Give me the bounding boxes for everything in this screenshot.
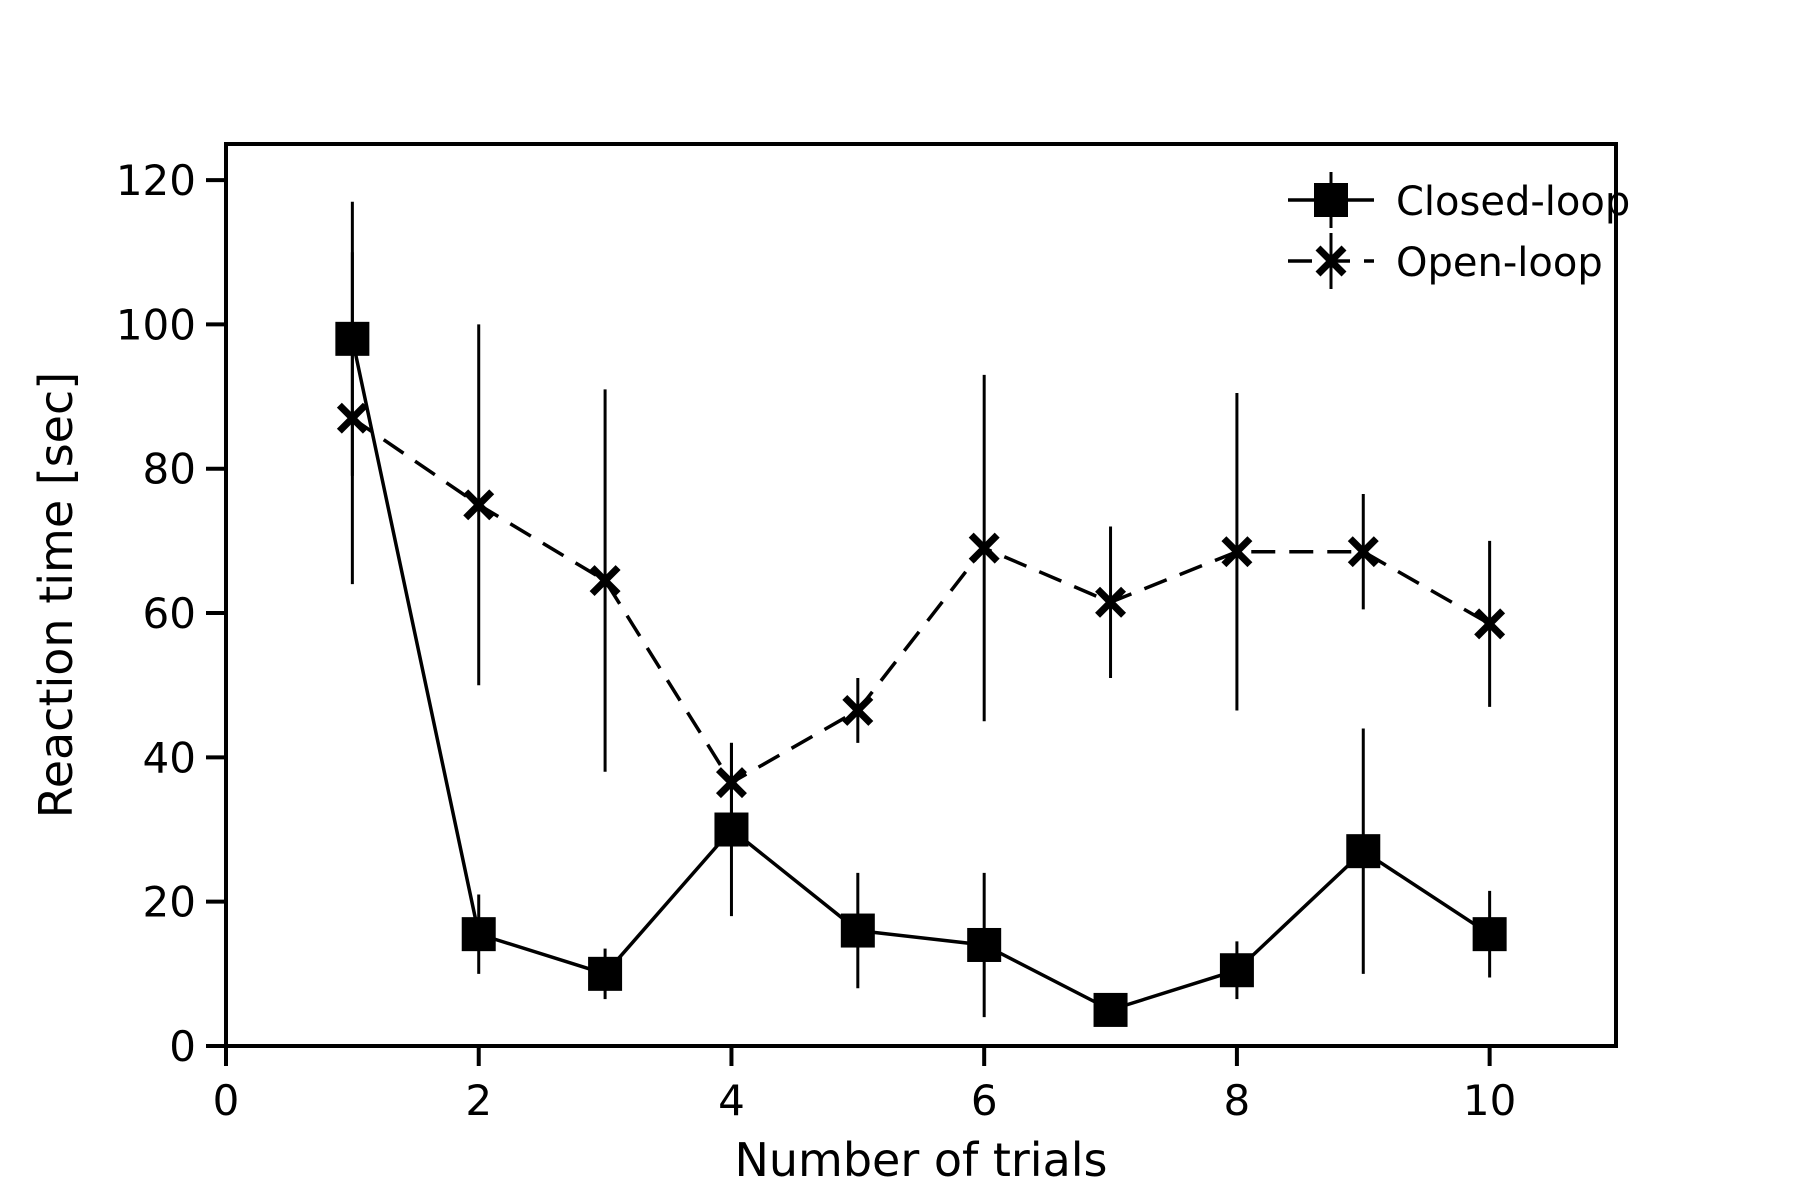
legend-label: Open-loop: [1396, 240, 1603, 286]
y-axis-tick-label: 40: [143, 733, 196, 782]
marker-square: [1346, 834, 1381, 869]
y-axis: 0 20 40 60 80 100 120: [116, 156, 226, 1071]
marker-x: [336, 402, 368, 434]
y-axis-tick-label: 60: [143, 589, 196, 638]
marker-x: [1474, 608, 1506, 640]
marker-x: [968, 532, 1000, 564]
x-axis-tick-label: 8: [1224, 1076, 1251, 1125]
x-axis-tick-label: 0: [213, 1076, 240, 1125]
legend-label: Closed-loop: [1396, 179, 1630, 225]
series-open-loop: [336, 252, 1506, 823]
y-axis-tick-label: 100: [116, 300, 196, 349]
marker-square: [588, 956, 623, 991]
x-axis-label: Number of trials: [734, 1133, 1107, 1187]
marker-square: [461, 917, 496, 952]
marker-x: [842, 694, 874, 726]
marker-square: [1219, 953, 1254, 988]
plot-area-border: [224, 142, 1618, 1048]
y-axis-tick-label: 80: [143, 445, 196, 494]
legend-item-closed-loop: Closed-loop: [1288, 172, 1630, 228]
marker-square: [1314, 183, 1348, 217]
marker-square: [1093, 992, 1128, 1027]
x-axis-tick-label: 2: [465, 1076, 492, 1125]
series-closed-loop: [335, 201, 1507, 1027]
series-line-open-loop: [351, 416, 1491, 785]
x-axis-tick-label: 6: [971, 1076, 998, 1125]
y-axis-tick-label: 120: [116, 156, 196, 205]
marker-x: [1315, 245, 1347, 277]
marker-x: [1095, 586, 1127, 618]
legend-item-open-loop: Open-loop: [1288, 233, 1603, 289]
marker-square: [1472, 917, 1507, 952]
marker-x: [1347, 536, 1379, 568]
marker-x: [463, 489, 495, 521]
marker-square: [840, 913, 875, 948]
marker-x: [1221, 536, 1253, 568]
x-axis-tick-label: 10: [1463, 1076, 1516, 1125]
marker-square: [967, 927, 1002, 962]
series-line-closed-loop: [350, 338, 1491, 1012]
y-axis-tick-label: 20: [143, 878, 196, 927]
y-axis-tick-label: 0: [169, 1022, 196, 1071]
x-axis: 0 2 4 6 8 10: [213, 1046, 1516, 1125]
y-axis-label: Reaction time [sec]: [29, 372, 83, 818]
marker-x: [589, 565, 621, 597]
x-axis-tick-label: 4: [718, 1076, 745, 1125]
marker-x: [715, 767, 747, 799]
legend: Closed-loop Open-loop: [1288, 172, 1630, 289]
